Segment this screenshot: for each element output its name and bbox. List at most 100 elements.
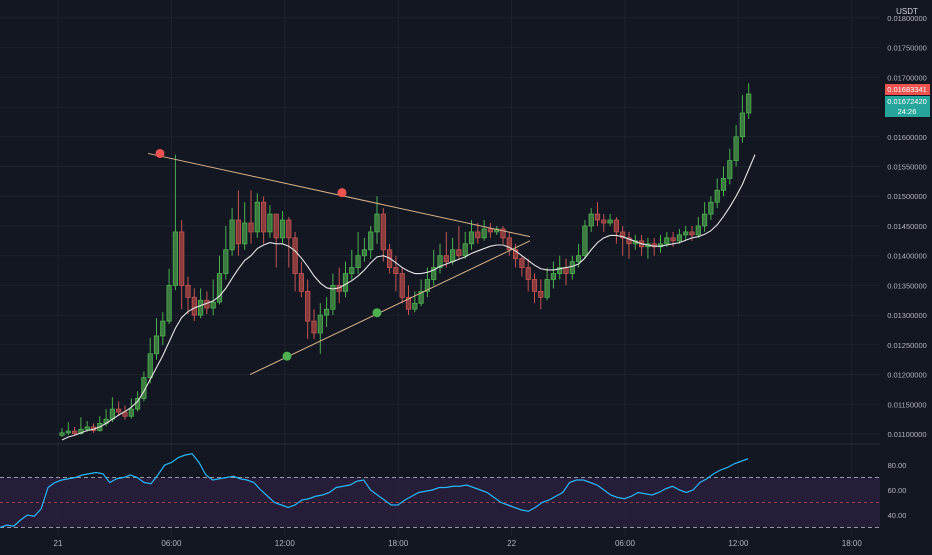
candle-body xyxy=(664,237,670,245)
candle-body xyxy=(65,430,71,434)
rsi-panel xyxy=(0,453,880,529)
candle-body xyxy=(594,213,601,221)
candle-body xyxy=(361,249,368,257)
candle-body xyxy=(286,219,292,239)
candle xyxy=(620,225,626,256)
candle-body xyxy=(84,426,90,430)
candle-body xyxy=(311,320,317,334)
candle-body xyxy=(468,231,475,245)
candle-body xyxy=(368,231,374,251)
candle xyxy=(733,124,739,167)
price-tick-label: 0.01550000 xyxy=(887,163,927,172)
candle-body xyxy=(166,285,172,322)
candle-body xyxy=(475,231,481,239)
candle xyxy=(613,217,620,244)
candle xyxy=(550,261,557,289)
swing-low-marker xyxy=(372,308,382,318)
candle-body xyxy=(670,237,676,242)
candle xyxy=(254,193,260,238)
candle-body xyxy=(550,273,557,280)
candle xyxy=(664,231,670,247)
candle-body xyxy=(179,231,185,286)
candle-body xyxy=(588,213,594,227)
price-badge-countdown: 24:26 xyxy=(898,107,917,116)
candle xyxy=(676,228,683,244)
candle-body xyxy=(456,249,462,257)
candle-body xyxy=(519,258,525,268)
candle xyxy=(317,303,323,354)
candle-body xyxy=(702,213,708,227)
candle-body xyxy=(273,213,279,239)
candle xyxy=(223,225,229,280)
price-badges: 0.01683341 0.01672420 24:26 xyxy=(885,84,930,117)
candle-body xyxy=(323,308,330,316)
candle-body xyxy=(418,290,424,304)
candle-body xyxy=(443,255,449,263)
candle-body xyxy=(342,273,349,292)
candle xyxy=(702,202,708,232)
candle-body xyxy=(676,234,683,242)
candle-body xyxy=(576,255,582,263)
candle-body xyxy=(506,237,512,251)
candle xyxy=(569,255,575,280)
candle-body xyxy=(557,267,563,274)
price-badge-current-text: 0.01672420 xyxy=(887,97,927,106)
time-tick-label: 22 xyxy=(507,539,516,548)
candle xyxy=(374,196,380,244)
candle xyxy=(594,202,601,226)
candle-body xyxy=(727,160,733,179)
candle-body xyxy=(412,302,418,310)
rsi-tick-label: 60.00 xyxy=(888,486,907,495)
candle xyxy=(437,243,443,274)
candle-body xyxy=(317,314,323,334)
candle xyxy=(191,288,197,322)
candle xyxy=(405,285,412,316)
candle xyxy=(59,428,65,438)
price-badge-top xyxy=(885,84,930,95)
candle xyxy=(248,190,254,244)
candle-body xyxy=(172,231,178,286)
candle xyxy=(153,318,160,360)
swing-high-marker xyxy=(337,188,347,198)
candle-body xyxy=(720,178,727,191)
candle-body xyxy=(235,219,241,245)
candle xyxy=(311,309,317,339)
candle xyxy=(361,237,368,262)
candle-body xyxy=(431,267,437,280)
candle-body xyxy=(72,430,78,434)
time-axis: 2106:0012:0018:002206:0012:0018:002306:0… xyxy=(54,539,863,548)
price-tick-label: 0.01750000 xyxy=(887,44,927,53)
candle-body xyxy=(380,213,386,251)
candle-body xyxy=(462,243,468,257)
candle xyxy=(166,268,172,325)
time-tick-label: 12:00 xyxy=(728,539,749,548)
candle xyxy=(531,273,538,304)
candle-body xyxy=(216,273,223,303)
candle xyxy=(286,217,292,268)
ma-line xyxy=(61,154,756,441)
price-badge-current xyxy=(885,96,930,117)
candle-body xyxy=(449,249,456,263)
candle xyxy=(746,83,752,119)
candle xyxy=(273,213,279,268)
candle-body xyxy=(59,432,65,436)
candle xyxy=(267,205,273,238)
candle-body xyxy=(626,237,632,245)
candle-body xyxy=(513,249,519,260)
candle xyxy=(185,276,191,314)
candle xyxy=(683,225,689,241)
time-tick-label: 21 xyxy=(54,539,63,548)
price-tick-label: 0.01250000 xyxy=(887,341,927,350)
candle-body xyxy=(229,219,235,251)
candle-body xyxy=(349,267,355,274)
candle-body xyxy=(185,285,191,298)
candle-body xyxy=(128,408,134,417)
candle-body xyxy=(601,219,607,224)
candle-body xyxy=(424,279,431,292)
candle-body xyxy=(210,301,216,309)
candle-body xyxy=(147,353,153,378)
candle-body xyxy=(500,228,506,239)
candle-body xyxy=(330,285,336,310)
